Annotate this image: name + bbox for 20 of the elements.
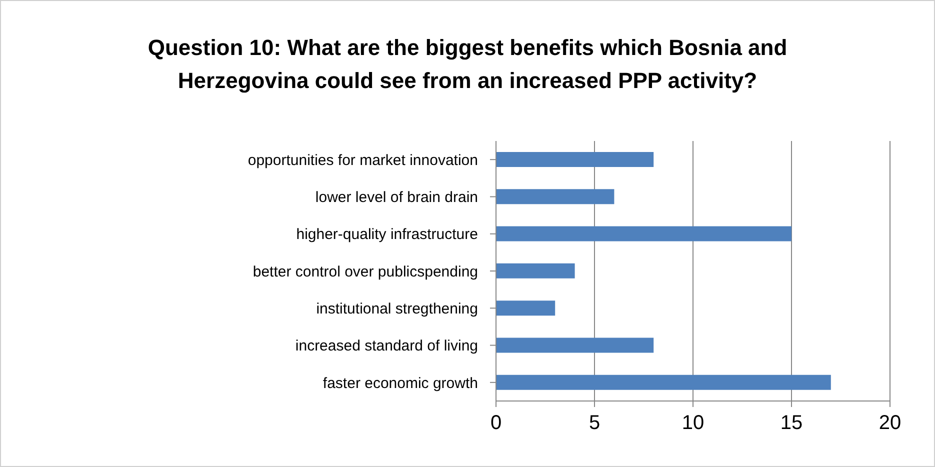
y-tick-label: institutional stregthening [316, 300, 478, 318]
bar [496, 300, 556, 316]
bar [496, 263, 575, 278]
bar [496, 374, 831, 390]
y-tick-label: lower level of brain drain [315, 189, 478, 206]
x-tick-label: 5 [588, 412, 600, 434]
y-tick-label: faster economic growth [322, 374, 478, 392]
bar [496, 338, 654, 353]
x-tick-label: 15 [780, 412, 803, 434]
y-tick-label: increased standard of living [295, 338, 478, 355]
bar [496, 152, 654, 167]
bar [496, 226, 792, 242]
y-tick-label: better control over publicspending [252, 263, 478, 280]
bar [496, 189, 614, 204]
x-tick-label: 10 [682, 412, 704, 434]
y-tick-label: higher-quality infrastructure [296, 226, 478, 244]
y-tick-label: opportunities for market innovation [248, 152, 478, 169]
x-tick-label: 0 [490, 412, 502, 434]
chart-title: Question 10: What are the biggest benefits which Bosnia and Herzegovina could see from an increased PPP activity? [146, 34, 788, 95]
x-tick-label: 20 [878, 412, 902, 434]
